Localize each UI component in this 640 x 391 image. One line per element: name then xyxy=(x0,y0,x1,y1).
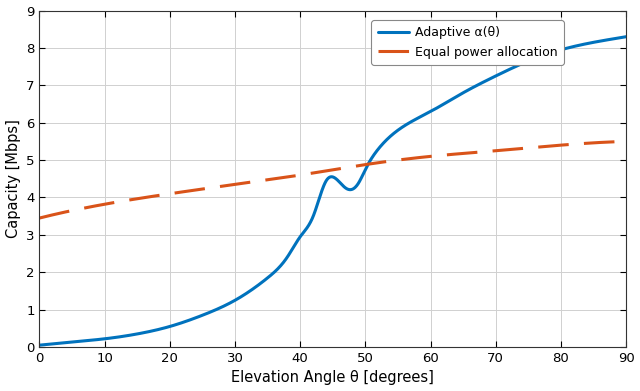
Equal power allocation xyxy=(286,174,294,179)
Adaptive α(θ) xyxy=(36,343,44,348)
Equal power allocation xyxy=(36,216,44,221)
Adaptive α(θ) xyxy=(102,336,110,341)
Legend: Adaptive α(θ), Equal power allocation: Adaptive α(θ), Equal power allocation xyxy=(371,20,564,65)
Equal power allocation xyxy=(138,196,145,201)
Equal power allocation xyxy=(260,178,268,183)
Adaptive α(θ) xyxy=(547,50,555,55)
Y-axis label: Capacity [Mbps]: Capacity [Mbps] xyxy=(6,119,20,238)
Equal power allocation xyxy=(547,143,555,148)
Adaptive α(θ) xyxy=(286,251,294,255)
Line: Equal power allocation: Equal power allocation xyxy=(40,142,626,218)
Equal power allocation xyxy=(622,139,630,144)
Adaptive α(θ) xyxy=(260,278,268,283)
Equal power allocation xyxy=(611,140,618,144)
Line: Adaptive α(θ): Adaptive α(θ) xyxy=(40,37,626,345)
Adaptive α(θ) xyxy=(138,331,145,335)
Adaptive α(θ) xyxy=(611,36,618,41)
Adaptive α(θ) xyxy=(622,34,630,39)
Equal power allocation xyxy=(102,202,110,206)
X-axis label: Elevation Angle θ [degrees]: Elevation Angle θ [degrees] xyxy=(231,370,434,386)
